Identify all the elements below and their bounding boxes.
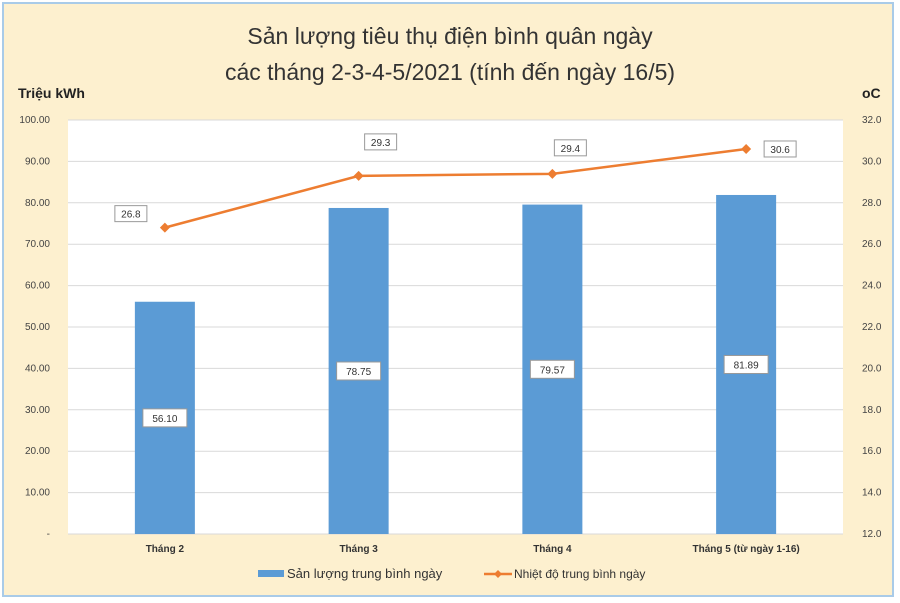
y2-tick-label: 30.0 xyxy=(862,156,882,167)
bar-data-label: 56.10 xyxy=(152,414,177,425)
bar-data-label: 81.89 xyxy=(734,360,759,371)
temperature-point xyxy=(547,168,558,179)
y-tick-label: 50.00 xyxy=(25,322,50,333)
y-tick-label: 30.00 xyxy=(25,405,50,416)
y-tick-label: 60.00 xyxy=(25,281,50,292)
line-data-label: 30.6 xyxy=(770,145,790,156)
bar-data-label-box xyxy=(142,408,188,428)
y-tick-label: 20.00 xyxy=(25,446,50,457)
chart-title-line-1: Sản lượng tiêu thụ điện bình quân ngày xyxy=(247,23,653,49)
legend: Sản lượng trung bình ngày Nhiệt độ trung… xyxy=(258,566,645,581)
y2-tick-label: 20.0 xyxy=(862,363,882,374)
bar-data-label: 79.57 xyxy=(540,365,565,376)
line-data-label-box xyxy=(763,140,797,158)
y-tick-label: 70.00 xyxy=(25,239,50,250)
y-tick-label: 10.00 xyxy=(25,488,50,499)
y-tick-label: 80.00 xyxy=(25,198,50,209)
temperature-line xyxy=(164,147,747,229)
legend-bar-label: Sản lượng trung bình ngày xyxy=(287,566,443,581)
legend-bar-swatch xyxy=(258,570,284,577)
line-data-label-box xyxy=(114,205,148,223)
y2-tick-label: 24.0 xyxy=(862,281,882,292)
y2-tick-label: 28.0 xyxy=(862,198,882,209)
y2-tick-label: 26.0 xyxy=(862,239,882,250)
chart-title-line-2: các tháng 2-3-4-5/2021 (tính đến ngày 16… xyxy=(225,59,675,85)
y-tick-label: - xyxy=(47,529,50,540)
temperature-point xyxy=(159,222,170,233)
bar-data-label-box xyxy=(529,359,575,379)
line-data-label-box xyxy=(364,133,398,151)
x-tick-label: Tháng 4 xyxy=(533,544,572,555)
line-data-label-box xyxy=(553,139,587,157)
y2-tick-label: 14.0 xyxy=(862,488,882,499)
line-data-label: 26.8 xyxy=(121,210,141,221)
temperature-point xyxy=(741,143,752,154)
bar-data-label-box xyxy=(336,361,382,381)
y2-tick-label: 18.0 xyxy=(862,405,882,416)
y-tick-label: 90.00 xyxy=(25,156,50,167)
line-data-label: 29.3 xyxy=(371,138,391,149)
line-data-label: 29.4 xyxy=(561,144,581,155)
bar-data-label-box xyxy=(723,354,769,374)
y2-tick-label: 22.0 xyxy=(862,322,882,333)
legend-diamond-marker xyxy=(494,570,502,578)
y2-tick-label: 32.0 xyxy=(862,115,882,126)
legend-line-label: Nhiệt độ trung bình ngày xyxy=(514,567,645,581)
y-axis-label: Triệu kWh xyxy=(18,85,85,101)
y2-tick-label: 12.0 xyxy=(862,529,882,540)
bar-data-label: 78.75 xyxy=(346,367,371,378)
y-tick-label: 40.00 xyxy=(25,363,50,374)
x-tick-label: Tháng 3 xyxy=(339,544,378,555)
y-tick-label: 100.00 xyxy=(19,115,50,126)
y2-tick-label: 16.0 xyxy=(862,446,882,457)
x-tick-label: Tháng 5 (từ ngày 1-16) xyxy=(692,544,799,555)
y2-axis-label: oC xyxy=(862,85,881,101)
x-tick-label: Tháng 2 xyxy=(146,544,185,555)
temperature-point xyxy=(353,170,364,181)
